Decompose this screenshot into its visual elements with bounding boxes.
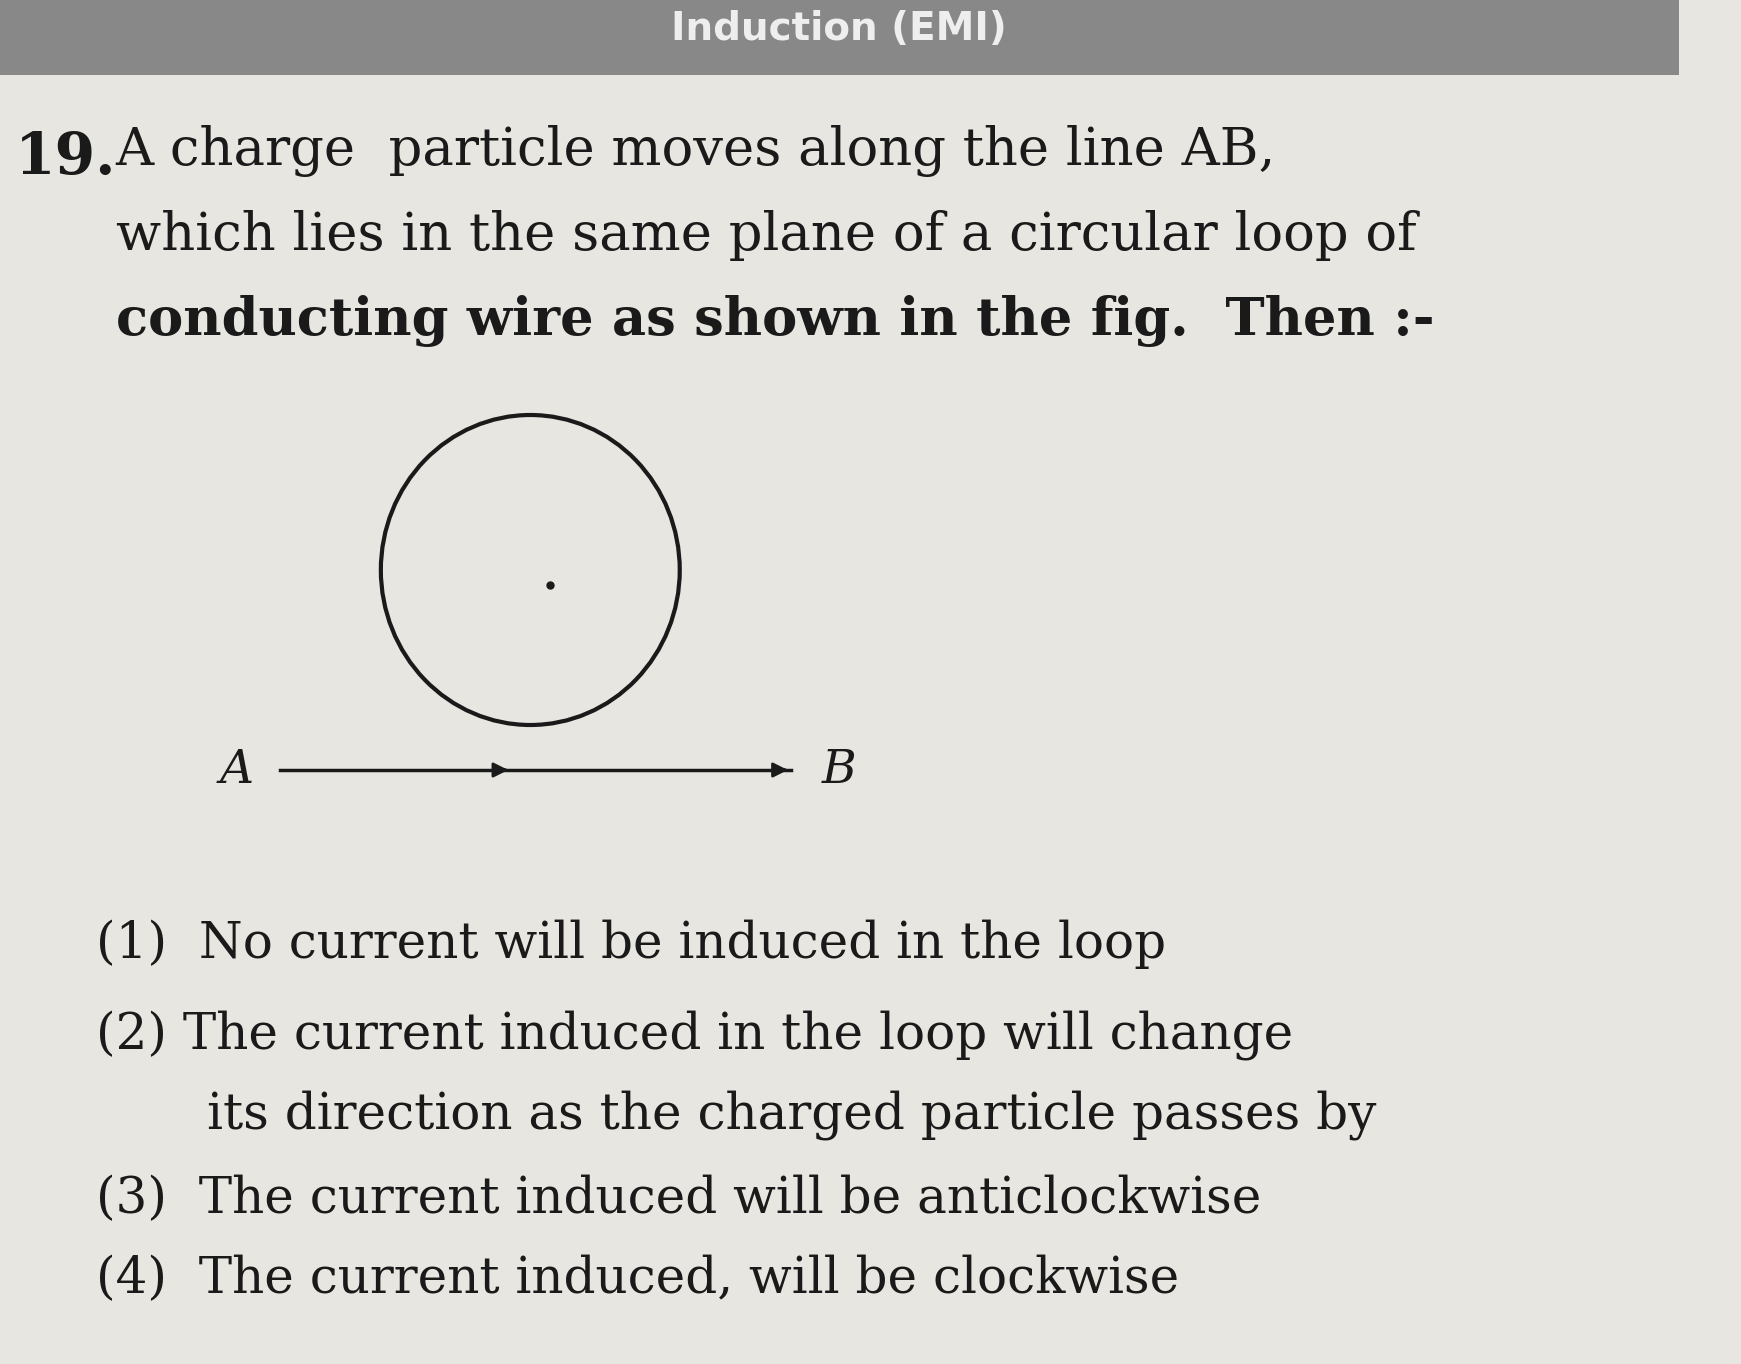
Text: A: A bbox=[219, 747, 252, 792]
Text: (2) The current induced in the loop will change: (2) The current induced in the loop will… bbox=[96, 1009, 1294, 1060]
Text: conducting wire as shown in the fig.  Then :-: conducting wire as shown in the fig. The… bbox=[115, 295, 1435, 346]
Text: (4)  The current induced, will be clockwise: (4) The current induced, will be clockwi… bbox=[96, 1255, 1180, 1304]
Text: its direction as the charged particle passes by: its direction as the charged particle pa… bbox=[96, 1090, 1377, 1140]
Text: 19.: 19. bbox=[14, 130, 117, 186]
Bar bbox=[0, 0, 1678, 75]
Text: Induction (EMI): Induction (EMI) bbox=[670, 10, 1006, 48]
Text: (3)  The current induced will be anticlockwise: (3) The current induced will be anticloc… bbox=[96, 1174, 1262, 1225]
Text: (1)  No current will be induced in the loop: (1) No current will be induced in the lo… bbox=[96, 919, 1166, 970]
Text: A charge  particle moves along the line AB,: A charge particle moves along the line A… bbox=[115, 125, 1276, 177]
Text: which lies in the same plane of a circular loop of: which lies in the same plane of a circul… bbox=[115, 210, 1417, 261]
Text: B: B bbox=[822, 747, 857, 792]
